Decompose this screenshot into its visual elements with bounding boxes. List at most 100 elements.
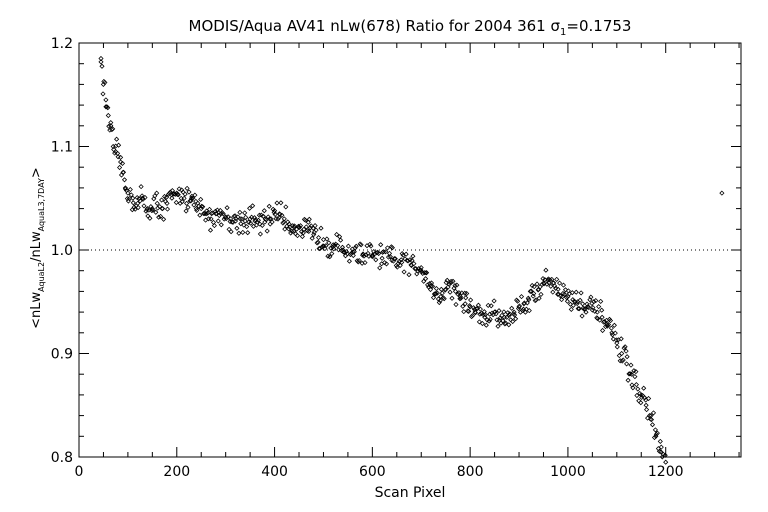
data-point	[262, 219, 268, 225]
data-point	[506, 322, 512, 328]
data-point	[387, 254, 393, 260]
data-point	[214, 207, 220, 213]
data-point	[234, 225, 240, 231]
data-point	[291, 228, 297, 234]
data-point	[278, 200, 284, 206]
data-point	[163, 194, 170, 200]
data-point	[609, 330, 615, 336]
data-point	[115, 154, 121, 160]
data-point	[384, 245, 391, 251]
data-point	[632, 374, 638, 380]
data-point	[347, 251, 353, 258]
data-point	[525, 295, 531, 301]
data-point	[147, 215, 153, 221]
x-tick-label: 1200	[648, 464, 684, 480]
data-point	[329, 251, 335, 257]
data-point	[154, 190, 160, 196]
data-point	[399, 251, 405, 257]
data-point	[327, 254, 333, 260]
data-point	[228, 216, 234, 222]
data-point	[121, 177, 128, 183]
data-point	[464, 290, 470, 297]
data-point	[247, 216, 253, 222]
data-point	[600, 327, 606, 334]
data-point	[646, 395, 652, 402]
y-label-close: >	[29, 167, 44, 178]
data-point	[213, 211, 219, 217]
data-point	[330, 242, 336, 248]
data-point	[487, 316, 493, 322]
data-point	[449, 295, 455, 301]
data-point	[103, 97, 109, 103]
data-point	[377, 265, 383, 271]
data-point	[261, 208, 267, 214]
data-point	[557, 280, 563, 286]
data-point	[485, 302, 491, 308]
data-point	[475, 302, 481, 308]
data-point	[455, 291, 461, 297]
data-point	[192, 192, 198, 198]
outlier-point	[719, 190, 725, 196]
data-point	[533, 297, 539, 303]
data-point	[135, 200, 141, 206]
data-point	[452, 288, 459, 294]
data-point	[652, 427, 658, 433]
data-point	[188, 195, 195, 201]
data-point	[315, 239, 321, 245]
data-point	[658, 444, 664, 450]
data-point	[459, 290, 465, 296]
data-point	[361, 253, 367, 259]
data-point	[151, 196, 157, 202]
data-point	[550, 289, 556, 295]
data-point	[427, 286, 434, 293]
data-point	[486, 318, 492, 324]
data-point	[553, 285, 559, 291]
data-point	[588, 294, 594, 300]
data-point	[450, 278, 456, 284]
data-point	[248, 220, 254, 226]
y-tick-label: 1.1	[51, 140, 73, 156]
data-point	[562, 287, 569, 293]
data-point	[183, 208, 189, 214]
data-point	[174, 190, 180, 196]
data-point	[255, 217, 261, 223]
data-point	[144, 206, 150, 212]
data-point	[596, 304, 602, 310]
data-point	[425, 282, 431, 288]
data-point	[179, 187, 185, 193]
data-point	[528, 288, 534, 294]
data-point	[320, 237, 327, 243]
data-point	[589, 307, 595, 313]
data-point	[614, 340, 620, 346]
data-point	[446, 281, 452, 287]
data-point	[594, 309, 600, 315]
data-point	[608, 325, 614, 331]
data-point	[292, 223, 298, 229]
data-point	[570, 297, 576, 303]
data-point	[621, 345, 627, 351]
points-layer	[98, 55, 725, 465]
data-point	[653, 433, 659, 439]
data-point	[179, 199, 185, 205]
data-point	[448, 280, 454, 286]
data-point	[462, 301, 468, 307]
data-point	[118, 159, 124, 165]
data-point	[362, 260, 368, 266]
data-point	[526, 297, 532, 303]
data-point	[472, 309, 478, 315]
data-point	[256, 212, 262, 218]
data-point	[260, 213, 266, 219]
chart-title: MODIS/Aqua AV41 nLw(678) Ratio for 2004 …	[189, 17, 632, 38]
data-point	[468, 297, 474, 303]
data-point	[198, 196, 204, 202]
data-point	[457, 294, 463, 300]
data-point	[247, 205, 253, 211]
data-point	[110, 126, 116, 132]
data-point	[310, 225, 316, 231]
data-point	[583, 309, 589, 315]
data-point	[460, 303, 466, 309]
data-point	[559, 297, 565, 303]
data-point	[555, 286, 561, 292]
data-point	[312, 223, 318, 229]
data-point	[355, 259, 361, 265]
